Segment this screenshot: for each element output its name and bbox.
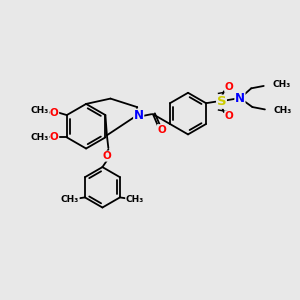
Text: O: O [50, 132, 59, 142]
Text: S: S [217, 95, 226, 108]
Text: CH₃: CH₃ [272, 80, 290, 89]
Text: O: O [225, 82, 234, 92]
Text: CH₃: CH₃ [30, 106, 49, 115]
Text: CH₃: CH₃ [126, 195, 144, 204]
Text: CH₃: CH₃ [61, 195, 79, 204]
Text: CH₃: CH₃ [273, 106, 292, 115]
Text: O: O [158, 124, 166, 135]
Text: O: O [50, 108, 59, 118]
Text: N: N [235, 92, 245, 105]
Text: O: O [103, 151, 111, 161]
Text: O: O [225, 111, 234, 121]
Text: N: N [134, 109, 144, 122]
Text: CH₃: CH₃ [30, 133, 49, 142]
